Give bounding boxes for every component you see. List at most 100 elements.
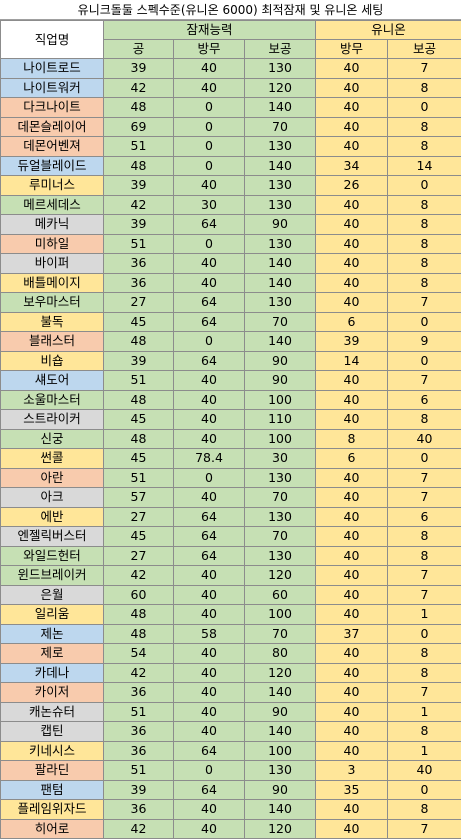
potential-ied-cell[interactable]: 78.4 [174, 449, 245, 469]
potential-ied-cell[interactable]: 0 [174, 468, 245, 488]
union-boss-cell[interactable]: 7 [388, 585, 461, 605]
potential-atk-cell[interactable]: 48 [104, 605, 174, 625]
potential-ied-cell[interactable]: 40 [174, 176, 245, 196]
job-name-cell[interactable]: 스트라이커 [1, 410, 104, 430]
potential-atk-cell[interactable]: 36 [104, 683, 174, 703]
job-name-cell[interactable]: 비숍 [1, 351, 104, 371]
union-ied-cell[interactable]: 8 [316, 429, 388, 449]
job-name-cell[interactable]: 제로 [1, 644, 104, 664]
union-boss-cell[interactable]: 7 [388, 683, 461, 703]
potential-ied-cell[interactable]: 40 [174, 429, 245, 449]
potential-atk-cell[interactable]: 39 [104, 215, 174, 235]
potential-ied-cell[interactable]: 40 [174, 683, 245, 703]
potential-ied-cell[interactable]: 64 [174, 741, 245, 761]
job-name-cell[interactable]: 에반 [1, 507, 104, 527]
potential-boss-cell[interactable]: 130 [245, 468, 316, 488]
potential-ied-cell[interactable]: 64 [174, 546, 245, 566]
union-ied-cell[interactable]: 40 [316, 468, 388, 488]
union-boss-cell[interactable]: 8 [388, 137, 461, 157]
job-name-cell[interactable]: 아크 [1, 488, 104, 508]
potential-boss-cell[interactable]: 100 [245, 390, 316, 410]
potential-boss-cell[interactable]: 130 [245, 234, 316, 254]
potential-boss-cell[interactable]: 70 [245, 488, 316, 508]
union-ied-cell[interactable]: 40 [316, 215, 388, 235]
potential-boss-cell[interactable]: 100 [245, 605, 316, 625]
union-ied-cell[interactable]: 40 [316, 78, 388, 98]
potential-boss-cell[interactable]: 90 [245, 351, 316, 371]
job-name-cell[interactable]: 캐논슈터 [1, 702, 104, 722]
job-name-cell[interactable]: 은월 [1, 585, 104, 605]
job-name-cell[interactable]: 플레임위자드 [1, 800, 104, 820]
potential-atk-cell[interactable]: 39 [104, 176, 174, 196]
potential-atk-cell[interactable]: 39 [104, 351, 174, 371]
job-name-cell[interactable]: 데몬어벤져 [1, 137, 104, 157]
union-boss-cell[interactable]: 8 [388, 546, 461, 566]
union-boss-cell[interactable]: 40 [388, 761, 461, 781]
job-name-cell[interactable]: 미하일 [1, 234, 104, 254]
potential-boss-cell[interactable]: 140 [245, 254, 316, 274]
potential-ied-cell[interactable]: 40 [174, 663, 245, 683]
union-ied-cell[interactable]: 40 [316, 195, 388, 215]
union-boss-cell[interactable]: 8 [388, 254, 461, 274]
potential-atk-cell[interactable]: 42 [104, 663, 174, 683]
union-ied-cell[interactable]: 40 [316, 546, 388, 566]
job-name-cell[interactable]: 나이트워커 [1, 78, 104, 98]
potential-atk-cell[interactable]: 36 [104, 254, 174, 274]
potential-ied-cell[interactable]: 0 [174, 98, 245, 118]
union-ied-cell[interactable]: 40 [316, 293, 388, 313]
job-name-cell[interactable]: 소울마스터 [1, 390, 104, 410]
potential-atk-cell[interactable]: 48 [104, 156, 174, 176]
potential-boss-cell[interactable]: 70 [245, 527, 316, 547]
potential-boss-cell[interactable]: 70 [245, 117, 316, 137]
potential-atk-cell[interactable]: 45 [104, 449, 174, 469]
job-name-cell[interactable]: 배틀메이지 [1, 273, 104, 293]
union-boss-cell[interactable]: 0 [388, 176, 461, 196]
job-name-cell[interactable]: 다크나이트 [1, 98, 104, 118]
union-boss-cell[interactable]: 7 [388, 468, 461, 488]
potential-atk-cell[interactable]: 27 [104, 293, 174, 313]
union-boss-cell[interactable]: 8 [388, 117, 461, 137]
potential-ied-cell[interactable]: 40 [174, 488, 245, 508]
potential-boss-cell[interactable]: 140 [245, 273, 316, 293]
potential-atk-cell[interactable]: 39 [104, 780, 174, 800]
potential-boss-cell[interactable]: 140 [245, 722, 316, 742]
potential-ied-cell[interactable]: 64 [174, 351, 245, 371]
potential-atk-cell[interactable]: 27 [104, 507, 174, 527]
potential-boss-cell[interactable]: 130 [245, 293, 316, 313]
union-ied-cell[interactable]: 40 [316, 585, 388, 605]
potential-ied-cell[interactable]: 40 [174, 722, 245, 742]
union-boss-cell[interactable]: 1 [388, 605, 461, 625]
union-ied-cell[interactable]: 40 [316, 722, 388, 742]
job-name-cell[interactable]: 카데나 [1, 663, 104, 683]
potential-atk-cell[interactable]: 51 [104, 137, 174, 157]
potential-ied-cell[interactable]: 40 [174, 390, 245, 410]
job-name-cell[interactable]: 메르세데스 [1, 195, 104, 215]
job-name-cell[interactable]: 불독 [1, 312, 104, 332]
potential-boss-cell[interactable]: 140 [245, 800, 316, 820]
union-ied-cell[interactable]: 40 [316, 371, 388, 391]
union-boss-cell[interactable]: 7 [388, 59, 461, 79]
job-name-cell[interactable]: 듀얼블레이드 [1, 156, 104, 176]
union-ied-cell[interactable]: 40 [316, 507, 388, 527]
union-boss-cell[interactable]: 0 [388, 98, 461, 118]
union-ied-cell[interactable]: 6 [316, 449, 388, 469]
job-name-cell[interactable]: 일리움 [1, 605, 104, 625]
potential-ied-cell[interactable]: 0 [174, 117, 245, 137]
union-boss-cell[interactable]: 0 [388, 449, 461, 469]
union-ied-cell[interactable]: 6 [316, 312, 388, 332]
union-boss-cell[interactable]: 8 [388, 273, 461, 293]
potential-ied-cell[interactable]: 64 [174, 507, 245, 527]
union-boss-cell[interactable]: 0 [388, 312, 461, 332]
potential-ied-cell[interactable]: 0 [174, 332, 245, 352]
potential-boss-cell[interactable]: 90 [245, 780, 316, 800]
union-boss-cell[interactable]: 9 [388, 332, 461, 352]
union-ied-cell[interactable]: 40 [316, 800, 388, 820]
potential-atk-cell[interactable]: 36 [104, 273, 174, 293]
potential-boss-cell[interactable]: 30 [245, 449, 316, 469]
potential-atk-cell[interactable]: 36 [104, 722, 174, 742]
potential-boss-cell[interactable]: 60 [245, 585, 316, 605]
job-name-cell[interactable]: 보우마스터 [1, 293, 104, 313]
potential-ied-cell[interactable]: 64 [174, 215, 245, 235]
union-boss-cell[interactable]: 1 [388, 741, 461, 761]
job-name-cell[interactable]: 블래스터 [1, 332, 104, 352]
